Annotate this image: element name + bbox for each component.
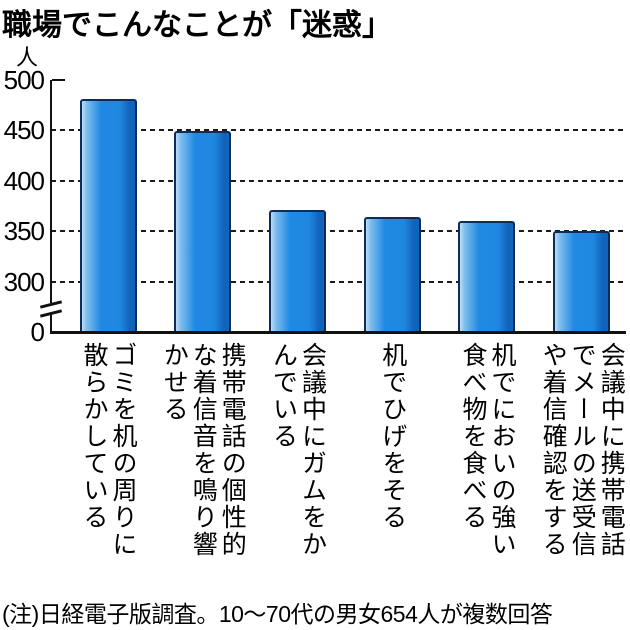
x-category-label-5: 机でにおいの強い 食べ物を食べる — [458, 342, 516, 558]
bar-6 — [553, 231, 611, 333]
x-category-label-line: でメールの送受信 — [568, 342, 597, 558]
y-tick-label-450: 450 — [3, 115, 45, 146]
x-category-label-4: 机でひげをそる — [378, 342, 407, 531]
bar-4 — [363, 217, 421, 333]
x-category-label-6: 会議中に携帯電話 でメールの送受信 や着信確認をする — [538, 342, 625, 558]
x-category-label-line: 携帯電話の個性的 — [218, 342, 247, 558]
bar-3 — [268, 210, 326, 333]
x-category-label-line: 食べ物を食べる — [458, 342, 487, 531]
y-axis-top-tick — [52, 79, 65, 81]
y-tick-label-0: 0 — [30, 317, 45, 347]
x-category-label-line: な着信音を鳴り響 — [189, 342, 218, 558]
x-axis-line — [50, 331, 626, 334]
gridline-300 — [51, 280, 625, 283]
gridline-350 — [51, 230, 625, 233]
y-axis-line — [50, 80, 52, 333]
x-category-label-line: 会議中にガムをか — [298, 342, 327, 558]
y-tick-label-350: 350 — [3, 216, 45, 247]
gridline-450 — [51, 129, 625, 132]
source-note: (注)日経電子版調査。10～70代の男女654人が複数回答 — [2, 601, 553, 627]
gridline-400 — [51, 179, 625, 182]
chart-title: 職場でこんなことが「迷惑」 — [2, 9, 392, 42]
x-category-label-line: 会議中に携帯電話 — [597, 342, 626, 558]
x-category-label-2: 携帯電話の個性的 な着信音を鳴り響 かせる — [159, 342, 246, 558]
axis-break-gap — [45, 303, 57, 314]
x-category-label-line: んでいる — [269, 342, 298, 450]
y-tick-label-400: 400 — [3, 165, 45, 196]
x-category-label-line: かせる — [160, 342, 189, 423]
bar-5 — [458, 221, 516, 333]
y-tick-label-500: 500 — [3, 65, 45, 95]
x-category-label-line: 机でひげをそる — [378, 342, 407, 531]
y-tick-label-300: 300 — [3, 266, 45, 297]
bar-1 — [79, 99, 137, 333]
x-category-label-1: ゴミを机の周りに 散らかしている — [79, 342, 137, 558]
x-category-label-line: ゴミを机の周りに — [109, 342, 137, 558]
y-axis-unit-label: 人 — [16, 45, 39, 70]
x-category-label-line: 散らかしている — [80, 342, 108, 531]
x-category-label-line: 机でにおいの強い — [487, 342, 516, 558]
x-category-label-3: 会議中にガムをか んでいる — [268, 342, 326, 558]
x-category-label-line: や着信確認をする — [539, 342, 568, 558]
bar-2 — [174, 131, 232, 333]
